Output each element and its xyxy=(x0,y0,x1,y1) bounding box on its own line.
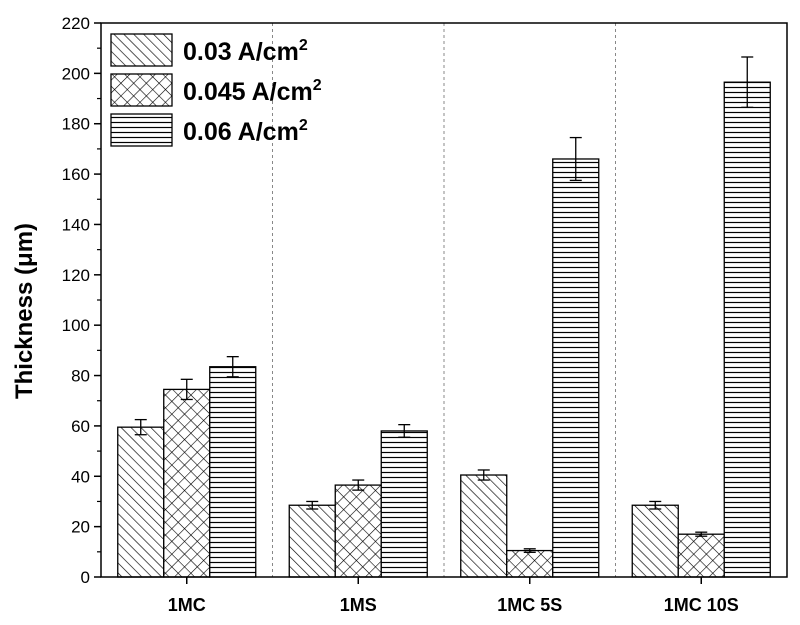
bar xyxy=(209,366,257,578)
x-tick-label: 1MS xyxy=(340,595,377,615)
error-bar xyxy=(352,479,365,491)
bar xyxy=(631,504,679,578)
y-tick-label: 40 xyxy=(71,467,90,486)
error-bar xyxy=(306,500,319,510)
bar xyxy=(460,474,508,578)
error-bar xyxy=(134,418,147,436)
y-tick-label: 80 xyxy=(71,367,90,386)
legend-swatch xyxy=(110,33,173,67)
y-tick-label: 60 xyxy=(71,417,90,436)
bar xyxy=(380,430,428,578)
legend-item: 0.03 A/cm2 xyxy=(110,33,308,67)
bar xyxy=(288,504,336,578)
x-tick-label: 1MC xyxy=(168,595,206,615)
y-tick-label: 0 xyxy=(81,568,90,587)
error-bar xyxy=(569,136,582,182)
error-bar xyxy=(649,500,662,510)
bar xyxy=(334,484,382,578)
y-tick-label: 120 xyxy=(62,266,90,285)
error-bar xyxy=(477,469,490,481)
legend-item: 0.06 A/cm2 xyxy=(110,113,308,147)
y-tick-label: 100 xyxy=(62,316,90,335)
y-tick-label: 180 xyxy=(62,115,90,134)
y-tick-label: 140 xyxy=(62,215,90,234)
error-bar xyxy=(226,356,239,378)
y-axis-title: Thickness (μm) xyxy=(11,223,38,399)
bar xyxy=(723,81,771,578)
category-separators xyxy=(272,23,616,577)
bar xyxy=(117,426,165,578)
bar xyxy=(552,158,600,578)
legend-label: 0.06 A/cm2 xyxy=(183,117,308,146)
bar xyxy=(163,388,211,578)
error-bar xyxy=(180,378,193,401)
legend-swatch xyxy=(110,113,173,147)
legend-item: 0.045 A/cm2 xyxy=(110,73,322,107)
legend-label: 0.045 A/cm2 xyxy=(183,77,322,106)
bar xyxy=(677,533,725,578)
bar xyxy=(506,549,554,578)
x-axis: 1MC 1MS 1MC 5S 1MC 10S xyxy=(168,577,739,615)
error-bar xyxy=(398,423,411,438)
x-tick-label: 1MC 10S xyxy=(664,595,739,615)
y-tick-label: 220 xyxy=(62,14,90,33)
error-bar xyxy=(523,548,536,553)
bars-group xyxy=(117,81,771,578)
error-bars-group xyxy=(134,56,754,553)
x-tick-label: 1MC 5S xyxy=(497,595,562,615)
error-bar xyxy=(741,56,754,109)
error-bar xyxy=(695,531,708,537)
legend: 0.03 A/cm2 0.045 A/cm2 0.06 A/cm2 xyxy=(110,33,322,147)
legend-label: 0.03 A/cm2 xyxy=(183,37,308,66)
y-tick-label: 20 xyxy=(71,518,90,537)
legend-swatch xyxy=(110,73,173,107)
y-tick-label: 200 xyxy=(62,64,90,83)
y-tick-label: 160 xyxy=(62,165,90,184)
y-axis: 0 20 40 60 80 100 120 140 160 180 200 220 xyxy=(62,14,101,587)
